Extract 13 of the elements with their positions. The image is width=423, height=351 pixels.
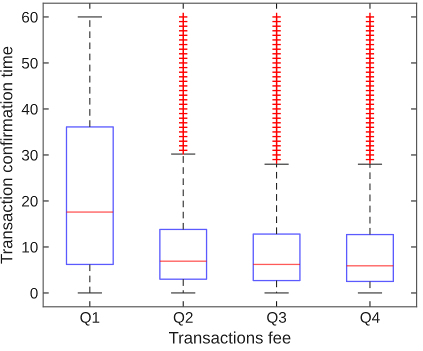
y-tick-label: 0 — [30, 288, 38, 299]
y-tick-label: 10 — [22, 242, 38, 253]
x-tick-label: Q3 — [267, 312, 286, 326]
y-tick-label: 60 — [22, 12, 38, 23]
y-tick-label: 50 — [22, 58, 38, 69]
y-tick-label: 30 — [22, 150, 38, 161]
x-axis-title: Transactions fee — [168, 331, 290, 344]
x-tick-label: Q4 — [360, 312, 380, 326]
y-axis-title: Transaction confirmation time — [0, 46, 12, 264]
x-tick-label: Q1 — [80, 312, 100, 326]
y-tick-label: 40 — [22, 104, 38, 115]
x-tick-label: Q2 — [174, 312, 193, 326]
y-tick-label: 20 — [22, 196, 38, 207]
